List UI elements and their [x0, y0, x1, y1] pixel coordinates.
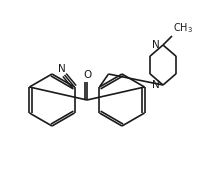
- Text: N: N: [58, 64, 66, 74]
- Text: N: N: [152, 81, 160, 90]
- Text: N: N: [152, 40, 160, 50]
- Text: CH$_3$: CH$_3$: [173, 21, 193, 35]
- Text: O: O: [83, 70, 91, 80]
